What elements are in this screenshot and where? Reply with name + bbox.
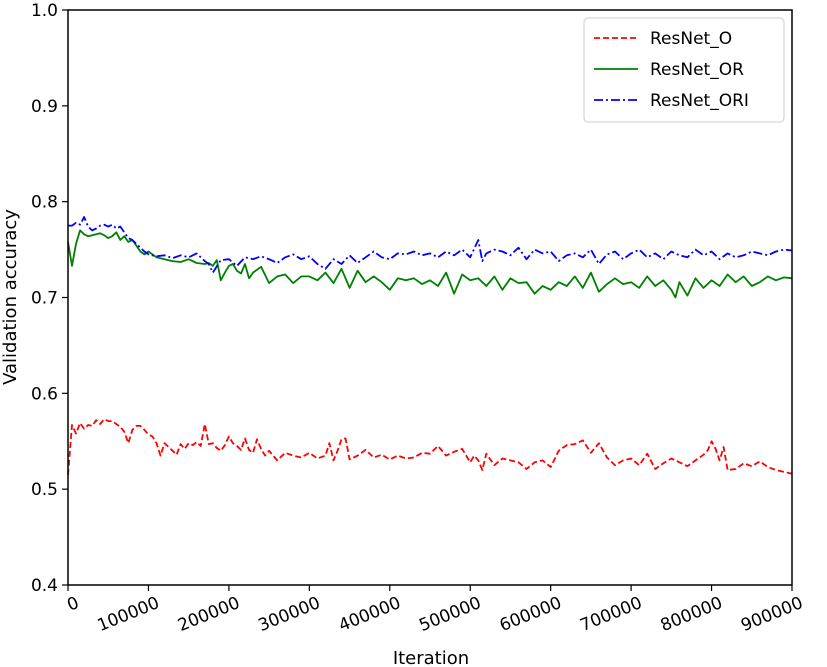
series-line-resnet-ori — [68, 216, 793, 274]
y-tick-label: 0.7 — [31, 289, 58, 309]
legend-label: ResNet_ORI — [650, 91, 749, 111]
plot-frame — [67, 9, 793, 586]
x-axis-label: Iteration — [393, 648, 469, 667]
y-tick-label: 0.6 — [31, 384, 58, 404]
y-tick-label: 1.0 — [31, 1, 58, 21]
x-tick-label: 0 — [64, 593, 82, 616]
y-tick-label: 0.5 — [31, 480, 58, 500]
legend-box — [583, 17, 785, 123]
x-tick-label: 900000 — [738, 593, 806, 636]
y-tick-label: 0.8 — [31, 193, 58, 213]
plot-area — [67, 216, 793, 475]
series-line-resnet-o — [67, 418, 793, 475]
y-tick-label: 0.9 — [31, 97, 58, 117]
x-tick-label: 600000 — [497, 593, 565, 636]
legend-label: ResNet_O — [650, 29, 732, 49]
x-tick-label: 400000 — [336, 593, 404, 636]
y-axis-label: Validation accuracy — [0, 209, 21, 385]
legend: ResNet_O ResNet_OR ResNet_ORI — [583, 17, 785, 123]
y-tick-label: 0.4 — [31, 576, 58, 596]
x-tick-label: 100000 — [95, 593, 163, 636]
x-tick-label: 500000 — [416, 593, 484, 636]
x-tick-label: 200000 — [175, 593, 243, 636]
x-tick-label: 800000 — [658, 593, 726, 636]
x-tick-label: 700000 — [577, 593, 645, 636]
legend-label: ResNet_OR — [650, 60, 744, 80]
series-line-resnet-or — [67, 229, 793, 299]
y-axis-ticks: 0.4 0.5 0.6 0.7 0.8 0.9 1.0 — [31, 1, 68, 596]
x-tick-label: 300000 — [256, 593, 324, 636]
x-axis-ticks: 0 100000 200000 300000 400000 500000 600000 700… — [64, 585, 806, 636]
